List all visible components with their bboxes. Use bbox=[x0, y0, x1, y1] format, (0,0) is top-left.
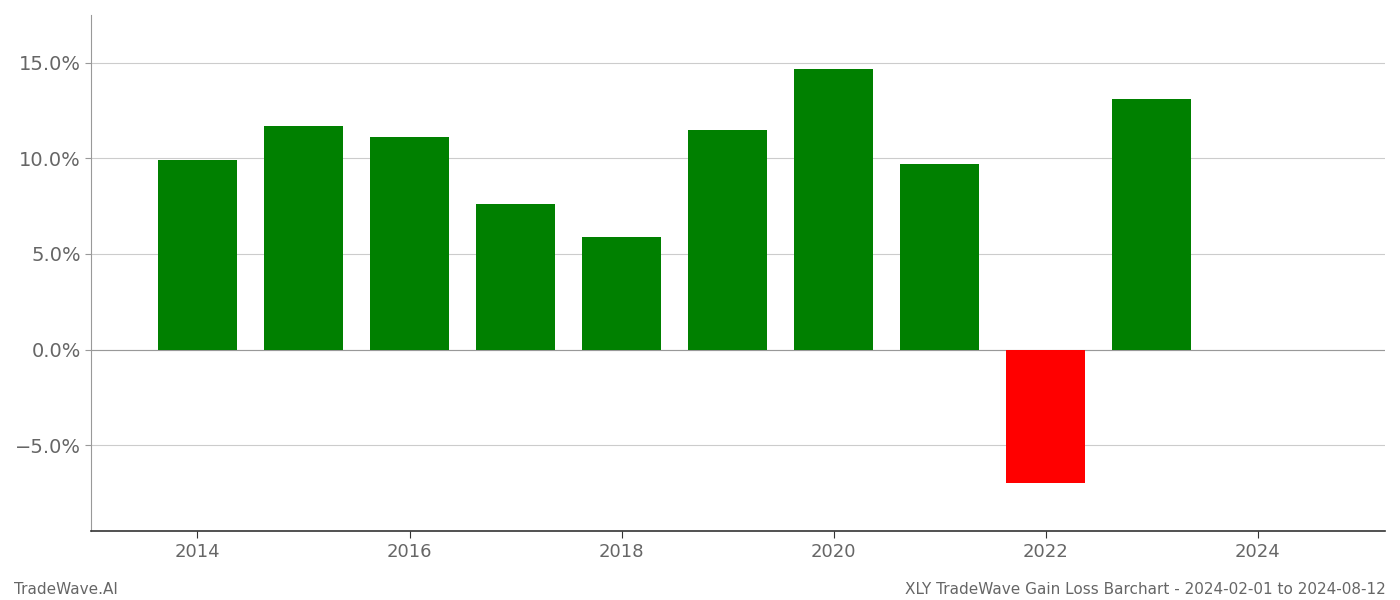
Bar bbox=[370, 137, 449, 350]
Bar bbox=[1112, 99, 1191, 350]
Bar bbox=[794, 68, 874, 350]
Bar bbox=[263, 126, 343, 350]
Bar bbox=[687, 130, 767, 350]
Text: TradeWave.AI: TradeWave.AI bbox=[14, 582, 118, 597]
Bar bbox=[1007, 350, 1085, 484]
Text: XLY TradeWave Gain Loss Barchart - 2024-02-01 to 2024-08-12: XLY TradeWave Gain Loss Barchart - 2024-… bbox=[906, 582, 1386, 597]
Bar bbox=[476, 204, 556, 350]
Bar bbox=[900, 164, 980, 350]
Bar bbox=[582, 237, 661, 350]
Bar bbox=[158, 160, 237, 350]
